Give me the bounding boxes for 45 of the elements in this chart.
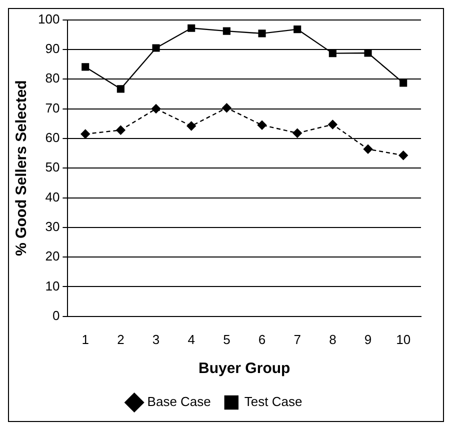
point — [292, 128, 302, 138]
point — [151, 104, 161, 114]
x-axis-title: Buyer Group — [198, 360, 290, 378]
x-tick-label: 8 — [329, 332, 336, 347]
legend-label: Test Case — [244, 394, 302, 410]
y-axis-title: % Good Sellers Selected — [13, 80, 30, 256]
point — [398, 150, 408, 160]
point — [116, 126, 126, 135]
x-tick-label: 5 — [223, 332, 230, 347]
point — [188, 24, 196, 32]
legend-label: Base Case — [147, 394, 211, 410]
y-tick-label: 80 — [45, 70, 60, 86]
y-tick-label: 60 — [45, 130, 60, 146]
y-tick-label: 10 — [45, 278, 60, 294]
point — [328, 120, 338, 130]
y-tick-label: 30 — [45, 219, 60, 234]
y-tick-label: 100 — [38, 11, 60, 26]
x-tick-label: 4 — [188, 332, 195, 347]
point — [222, 103, 232, 112]
y-tick-label: 90 — [45, 41, 60, 56]
point — [363, 144, 373, 154]
point — [222, 27, 230, 35]
x-tick-label: 7 — [294, 332, 301, 347]
point — [258, 30, 266, 38]
point — [152, 44, 160, 52]
point — [257, 120, 267, 130]
point — [400, 79, 408, 87]
point — [82, 63, 90, 71]
y-tick-label: 70 — [45, 100, 60, 116]
point — [328, 50, 336, 58]
x-tick-label: 6 — [258, 332, 266, 347]
point — [80, 129, 90, 139]
x-tick-label: 10 — [396, 332, 411, 347]
point — [364, 49, 372, 57]
y-tick-label: 20 — [45, 248, 60, 264]
y-tick-label: 0 — [52, 308, 60, 323]
x-tick-label: 2 — [117, 332, 124, 347]
point — [116, 85, 124, 93]
point — [294, 26, 302, 34]
y-tick-label: 40 — [45, 189, 60, 204]
x-tick-label: 3 — [152, 332, 160, 347]
point — [186, 121, 196, 131]
x-tick-label: 9 — [364, 332, 372, 347]
x-tick-label: 1 — [82, 332, 89, 347]
y-tick-label: 50 — [45, 160, 60, 175]
